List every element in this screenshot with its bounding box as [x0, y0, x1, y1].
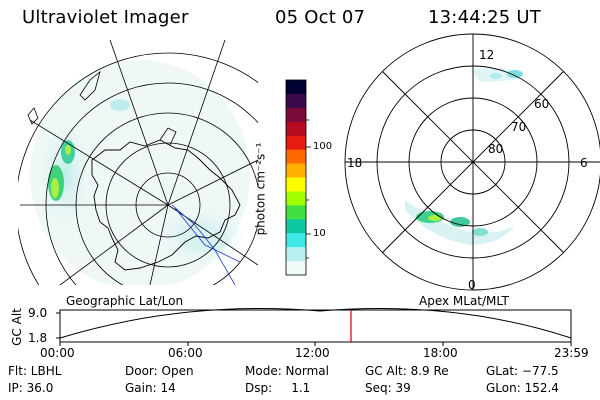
status-sequence: Seq: 39 [365, 381, 411, 395]
time-tick-1800: 18:00 [423, 346, 458, 360]
colorbar-segment [286, 107, 306, 123]
colorbar-segment [286, 191, 306, 206]
colorbar-segment [286, 261, 306, 276]
colorbar-segment [286, 219, 306, 234]
mlat-label-80: 80 [488, 142, 504, 156]
status-filter: Flt: LBHL [8, 364, 62, 378]
status-gc-altitude: GC Alt: 8.9 Re [365, 364, 449, 378]
geographic-map-caption: Geographic Lat/Lon [66, 294, 184, 308]
instrument-title: Ultraviolet Imager [22, 7, 189, 28]
apex-map-caption: Apex MLat/MLT [419, 294, 509, 308]
status-ip: IP: 36.0 [8, 381, 54, 395]
altitude-tick-9: 9.0 [28, 306, 48, 320]
status-door: Door: Open [125, 364, 194, 378]
colorbar-segment [286, 247, 306, 262]
mlt-label-0: 0 [468, 278, 476, 292]
mlt-label-18: 18 [347, 156, 363, 170]
colorbar-segment [286, 233, 306, 248]
aurora-emission-right [405, 68, 525, 245]
colorbar-segment [286, 205, 306, 220]
time-tick-2359: 23:59 [554, 346, 589, 360]
status-geographic-longitude: GLon: 152.4 [486, 381, 559, 395]
status-gain: Gain: 14 [125, 381, 176, 395]
time-tick-0600: 06:00 [168, 346, 203, 360]
observation-time: 13:44:25 UT [428, 7, 541, 28]
colorbar-tick-100: 100 [313, 141, 333, 152]
observation-date: 05 Oct 07 [275, 7, 366, 28]
colorbar-tick-10: 10 [313, 228, 326, 239]
satellite-footprint-track [171, 204, 241, 285]
altitude-axis-label: GC Alt [9, 308, 24, 346]
colorbar-segment [286, 177, 306, 192]
colorbar-segment [286, 80, 306, 95]
aurora-emission-left [48, 99, 230, 252]
time-tick-1200: 12:00 [295, 346, 330, 360]
colorbar-segment [286, 149, 306, 165]
mlt-label-6: 6 [580, 156, 588, 170]
antarctica-coastline [91, 139, 241, 271]
colorbar-segment [286, 121, 306, 137]
altitude-curve [59, 308, 572, 339]
altitude-tick-1-8: 1.8 [28, 331, 48, 345]
status-dsp: Dsp: 1.1 [245, 381, 311, 395]
status-geographic-latitude: GLat: −77.5 [486, 364, 559, 378]
colorbar-segment [286, 135, 306, 151]
geographic-grid [18, 40, 258, 285]
mlt-label-12: 12 [479, 48, 495, 62]
colorbar-segment [286, 93, 306, 109]
mlat-label-70: 70 [511, 120, 527, 134]
status-mode: Mode: Normal [245, 364, 329, 378]
time-tick-0000: 00:00 [40, 346, 75, 360]
mlat-label-60: 60 [534, 97, 550, 111]
colorbar-segment [286, 163, 306, 178]
